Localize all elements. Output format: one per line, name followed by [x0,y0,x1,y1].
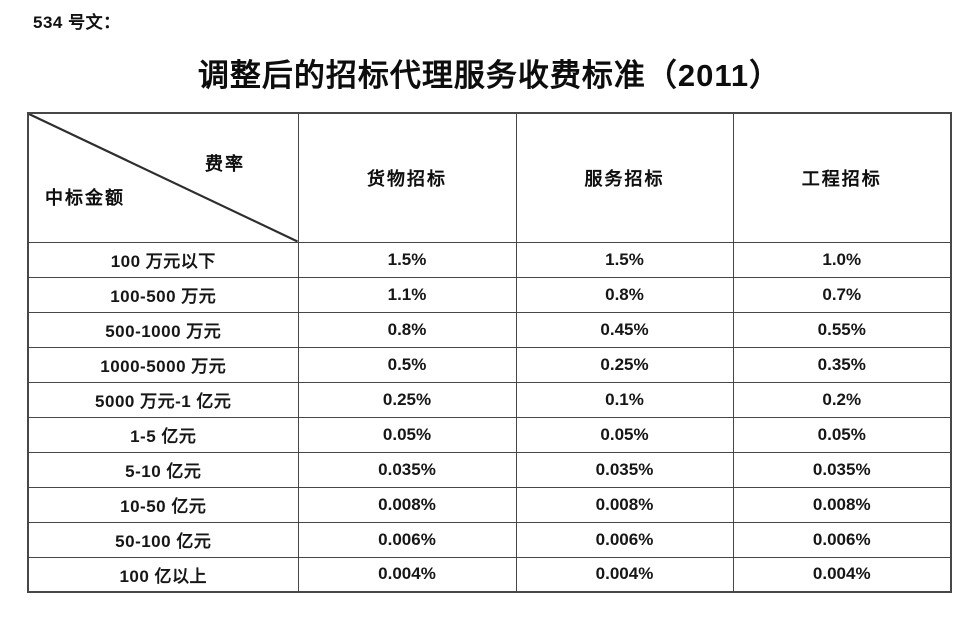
rate-cell: 0.008% [297,486,517,523]
row-label: 5000 万元-1 亿元 [27,381,299,418]
rate-cell: 0.5% [297,346,517,383]
row-label: 500-1000 万元 [27,311,299,348]
rate-cell: 0.55% [732,311,952,348]
row-label: 1-5 亿元 [27,416,299,453]
row-label: 5-10 亿元 [27,451,299,488]
table-row: 5-10 亿元 0.035% 0.035% 0.035% [27,451,952,488]
rate-cell: 0.05% [297,416,517,453]
rate-cell: 1.5% [297,241,517,278]
rate-cell: 0.004% [297,556,517,593]
rate-cell: 0.2% [732,381,952,418]
page-title: 调整后的招标代理服务收费标准（2011） [197,58,782,93]
rate-cell: 0.7% [732,276,952,313]
rate-cell: 0.05% [515,416,734,453]
rate-cell: 0.8% [297,311,517,348]
row-label: 100 万元以下 [27,241,299,278]
rate-cell: 0.45% [515,311,734,348]
rate-cell: 1.0% [732,241,952,278]
rate-cell: 0.004% [515,556,734,593]
rate-cell: 0.8% [515,276,734,313]
table-header-row: 费率 中标金额 货物招标 服务招标 工程招标 [27,112,952,243]
table-row: 10-50 亿元 0.008% 0.008% 0.008% [27,486,952,523]
rate-cell: 0.1% [515,381,734,418]
table-row: 1-5 亿元 0.05% 0.05% 0.05% [27,416,952,453]
rate-cell: 0.35% [732,346,952,383]
rate-cell: 0.035% [515,451,734,488]
table-row: 5000 万元-1 亿元 0.25% 0.1% 0.2% [27,381,952,418]
column-header-engineering: 工程招标 [732,112,952,243]
corner-label-amount: 中标金额 [45,188,125,208]
corner-label-rate: 费率 [205,154,245,174]
rate-cell: 0.008% [515,486,734,523]
row-label: 50-100 亿元 [27,521,299,558]
rate-cell: 0.006% [732,521,952,558]
rate-cell: 0.035% [732,451,952,488]
rate-cell: 0.25% [297,381,517,418]
rate-cell: 0.008% [732,486,952,523]
row-label: 10-50 亿元 [27,486,299,523]
fee-rate-table: 费率 中标金额 货物招标 服务招标 工程招标 100 万元以下 1.5% 1.5% 1… [27,112,952,593]
table-body: 100 万元以下 1.5% 1.5% 1.0% 100-500 万元 1.1% 0.8% 0.… [27,241,952,593]
diagonal-line [29,114,298,242]
column-header-goods: 货物招标 [297,112,517,243]
table-row: 50-100 亿元 0.006% 0.006% 0.006% [27,521,952,558]
rate-cell: 0.006% [297,521,517,558]
rate-cell: 0.05% [732,416,952,453]
table-row: 1000-5000 万元 0.5% 0.25% 0.35% [27,346,952,383]
row-label: 1000-5000 万元 [27,346,299,383]
column-header-services: 服务招标 [515,112,734,243]
rate-cell: 1.5% [515,241,734,278]
rate-cell: 0.035% [297,451,517,488]
table-row: 500-1000 万元 0.8% 0.45% 0.55% [27,311,952,348]
doc-number-label: 534 号文： [33,13,121,32]
diagonal-header-cell: 费率 中标金额 [27,112,299,243]
table-row: 100 亿以上 0.004% 0.004% 0.004% [27,556,952,593]
rate-cell: 0.004% [732,556,952,593]
rate-cell: 0.006% [515,521,734,558]
rate-cell: 1.1% [297,276,517,313]
rate-cell: 0.25% [515,346,734,383]
row-label: 100-500 万元 [27,276,299,313]
table-row: 100-500 万元 1.1% 0.8% 0.7% [27,276,952,313]
table-row: 100 万元以下 1.5% 1.5% 1.0% [27,241,952,278]
row-label: 100 亿以上 [27,556,299,593]
